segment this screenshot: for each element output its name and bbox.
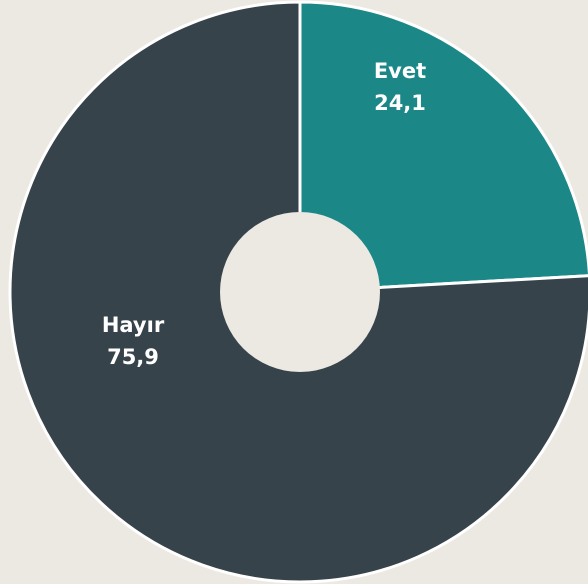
- slice-label: Evet: [374, 59, 426, 83]
- donut-hole: [220, 212, 380, 372]
- slice-value: 24,1: [374, 91, 426, 115]
- slice-label: Hayır: [102, 313, 165, 337]
- slice: [298, 0, 588, 294]
- slice-value: 75,9: [107, 345, 159, 369]
